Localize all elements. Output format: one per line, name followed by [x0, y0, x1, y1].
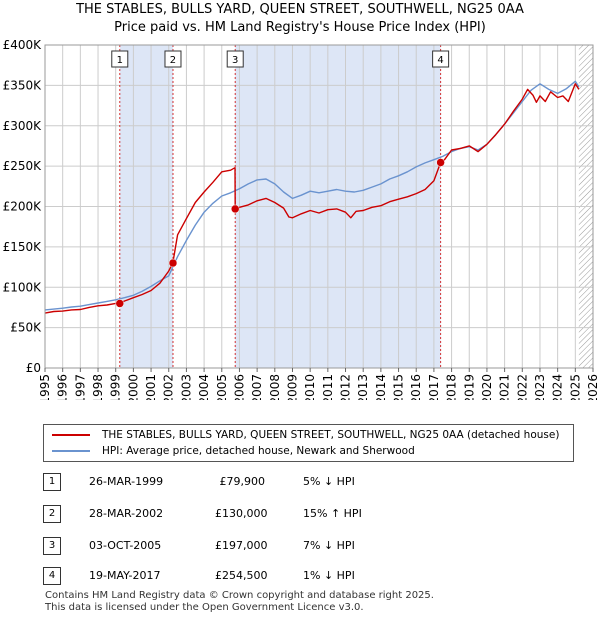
legend-item-property: THE STABLES, BULLS YARD, QUEEN STREET, S… [52, 427, 559, 443]
transaction-hpi-delta: 5% ↓ HPI [303, 475, 355, 488]
transaction-hpi-delta: 7% ↓ HPI [303, 539, 355, 552]
x-tick-label: 2006 [232, 374, 246, 400]
transaction-number: 1 [43, 473, 61, 491]
legend-label-property: THE STABLES, BULLS YARD, QUEEN STREET, S… [102, 429, 560, 441]
transaction-marker [115, 299, 125, 308]
transaction-label: 1 [117, 55, 123, 66]
x-tick-label: 2025 [568, 374, 582, 400]
legend-swatch-property [52, 434, 90, 436]
x-tick-label: 2026 [586, 374, 600, 400]
x-tick-label: 1996 [56, 374, 70, 400]
x-tick-label: 2017 [427, 374, 441, 400]
transaction-price: £197,000 [215, 539, 268, 552]
x-tick-label: 2024 [551, 374, 565, 400]
x-tick-label: 2000 [126, 374, 140, 400]
transaction-number: 4 [43, 567, 61, 585]
x-tick-label: 2010 [303, 374, 317, 400]
x-tick-label: 2016 [409, 374, 423, 400]
x-tick-label: 2023 [533, 374, 547, 400]
transaction-row: 3 03-OCT-2005 £197,000 7% ↓ HPI [43, 537, 583, 557]
y-tick-label: £300K [3, 119, 43, 133]
transaction-date: 19-MAY-2017 [89, 569, 161, 582]
transaction-label: 4 [437, 55, 443, 66]
transaction-label: 3 [232, 55, 238, 66]
x-tick-label: 2011 [321, 374, 335, 400]
x-tick-label: 2009 [285, 374, 299, 400]
y-tick-label: £100K [3, 280, 43, 294]
x-tick-label: 2001 [144, 374, 158, 400]
transaction-marker [168, 258, 178, 268]
footer-license: This data is licensed under the Open Gov… [45, 602, 364, 613]
x-tick-label: 2020 [480, 374, 494, 400]
y-tick-label: £0 [26, 361, 41, 375]
transaction-label-box [432, 50, 450, 68]
transaction-hpi-delta: 1% ↓ HPI [303, 569, 355, 582]
transaction-label-box [226, 50, 244, 68]
footer-copyright: Contains HM Land Registry data © Crown c… [45, 590, 434, 601]
legend-label-hpi: HPI: Average price, detached house, Newa… [102, 445, 415, 457]
x-tick-label: 1998 [91, 374, 105, 400]
transaction-label: 2 [170, 55, 176, 66]
x-tick-label: 2015 [392, 374, 406, 400]
transaction-date: 28-MAR-2002 [89, 507, 164, 520]
transaction-row: 2 28-MAR-2002 £130,000 15% ↑ HPI [43, 505, 583, 525]
y-tick-label: £50K [10, 321, 42, 335]
x-tick-label: 2021 [498, 374, 512, 400]
chart-title: THE STABLES, BULLS YARD, QUEEN STREET, S… [76, 2, 524, 17]
x-tick-label: 2012 [339, 374, 353, 400]
x-tick-label: 2002 [162, 374, 176, 400]
transaction-row: 4 19-MAY-2017 £254,500 1% ↓ HPI [43, 567, 583, 587]
y-tick-label: £350K [3, 78, 43, 92]
transaction-marker [436, 158, 445, 167]
legend: THE STABLES, BULLS YARD, QUEEN STREET, S… [43, 424, 574, 462]
chart-subtitle: Price paid vs. HM Land Registry's House … [114, 20, 486, 35]
property-price-line [44, 83, 580, 314]
x-tick-label: 1995 [38, 374, 52, 400]
y-tick-label: £250K [3, 159, 43, 173]
x-tick-label: 2004 [197, 374, 211, 400]
transaction-hpi-delta: 15% ↑ HPI [303, 507, 362, 520]
x-tick-label: 2013 [356, 374, 370, 400]
y-tick-label: £400K [3, 38, 43, 52]
transaction-marker [230, 204, 240, 214]
price-chart: 1 2 3 4 £0 £50K £100K £150K £200K £250K £300K £350… [3, 38, 600, 400]
x-tick-label: 2022 [515, 374, 529, 400]
transaction-price: £79,900 [219, 475, 266, 488]
transaction-price: £130,000 [215, 507, 268, 520]
x-tick-label: 2003 [179, 374, 193, 400]
transaction-label-box [164, 50, 182, 68]
x-tick-label: 2014 [374, 374, 388, 400]
x-tick-label: 2018 [445, 374, 459, 400]
transaction-row: 1 26-MAR-1999 £79,900 5% ↓ HPI [43, 473, 583, 493]
y-tick-label: £150K [3, 240, 43, 254]
transaction-price: £254,500 [215, 569, 268, 582]
legend-swatch-hpi [52, 450, 90, 452]
transaction-number: 2 [43, 505, 61, 523]
y-tick-label: £200K [3, 200, 43, 214]
x-tick-label: 2008 [268, 374, 282, 400]
x-tick-label: 1999 [109, 374, 123, 400]
plot-frame [44, 44, 594, 369]
x-tick-label: 2007 [250, 374, 264, 400]
transaction-number: 3 [43, 537, 61, 555]
transaction-date: 26-MAR-1999 [89, 475, 164, 488]
transaction-date: 03-OCT-2005 [89, 539, 162, 552]
legend-item-hpi: HPI: Average price, detached house, Newa… [52, 443, 415, 459]
x-tick-label: 2005 [215, 374, 229, 400]
x-tick-label: 1997 [73, 374, 87, 400]
x-tick-label: 2019 [462, 374, 476, 400]
transaction-label-box [111, 50, 129, 68]
